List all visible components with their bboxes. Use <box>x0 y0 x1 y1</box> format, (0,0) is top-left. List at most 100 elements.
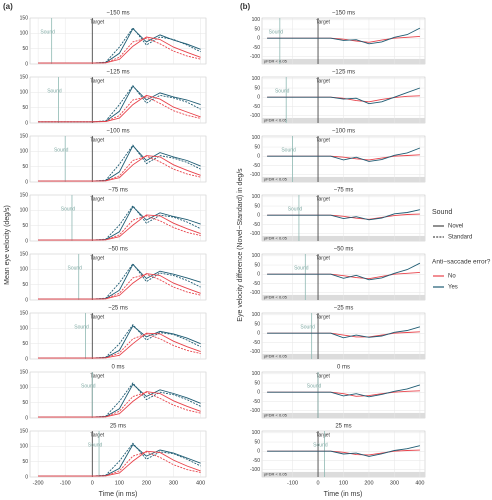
y-tick-label: 0 <box>25 297 28 303</box>
plot-area <box>29 17 207 65</box>
y-tick-label: -100 <box>250 54 260 60</box>
panel-title: −125 ms <box>106 70 129 76</box>
event-label: Target <box>90 78 105 84</box>
y-tick-label: 100 <box>20 385 29 391</box>
y-tick-label: 150 <box>20 369 29 375</box>
event-label: Target <box>316 314 331 320</box>
y-tick-label: 100 <box>20 31 29 37</box>
y-tick-label: -100 <box>250 467 260 473</box>
y-tick-label: 100 <box>20 149 29 155</box>
panel-title: 0 ms <box>111 365 124 371</box>
sig-label: pFDR < 0.05 <box>264 354 288 359</box>
y-tick-label: 0 <box>257 95 260 101</box>
legend-label: Standard <box>448 235 472 241</box>
event-label: Target <box>90 255 105 261</box>
y-tick-label: 0 <box>257 36 260 42</box>
series-line <box>267 262 421 281</box>
y-tick-label: 150 <box>20 192 29 198</box>
sig-label: pFDR < 0.05 <box>264 177 288 182</box>
y-tick-label: -100 <box>250 349 260 355</box>
y-tick-label: -100 <box>250 290 260 296</box>
event-label: Target <box>90 196 105 202</box>
y-tick-label: 50 <box>22 46 28 52</box>
sig-label: pFDR < 0.05 <box>264 472 288 477</box>
y-tick-label: 0 <box>257 154 260 160</box>
event-label: Target <box>90 373 105 379</box>
y-tick-label: -100 <box>250 231 260 237</box>
event-label: Sound <box>269 29 284 35</box>
y-tick-label: 50 <box>22 341 28 347</box>
y-tick-label: 150 <box>20 133 29 139</box>
panel-label: (b) <box>240 2 251 11</box>
plot-area <box>29 76 207 124</box>
y-tick-label: 0 <box>25 61 28 67</box>
panel-title: −25 ms <box>108 306 128 312</box>
series-line <box>38 273 201 300</box>
event-label: Sound <box>275 88 290 94</box>
y-tick-label: 50 <box>22 400 28 406</box>
series-line <box>38 37 201 64</box>
y-axis-label: Eye velocity difference (Novel−Standard)… <box>237 168 244 322</box>
x-axis-label: Time (in ms) <box>99 491 138 498</box>
x-tick-label: -100 <box>60 480 71 486</box>
x-tick-label: 400 <box>415 480 424 486</box>
x-tick-label: 200 <box>364 480 373 486</box>
x-tick-label: 300 <box>169 480 178 486</box>
x-axis-label: Time (in ms) <box>324 491 363 498</box>
series-line <box>38 96 201 123</box>
y-tick-label: -50 <box>253 45 260 51</box>
plot-area <box>29 371 207 419</box>
event-label: Target <box>316 432 331 438</box>
y-tick-label: 0 <box>25 415 28 421</box>
y-tick-label: 100 <box>252 17 261 23</box>
y-tick-label: 150 <box>20 74 29 80</box>
x-tick-label: -200 <box>33 480 44 486</box>
y-tick-label: 0 <box>25 474 28 480</box>
y-tick-label: 0 <box>257 449 260 455</box>
x-tick-label: 300 <box>390 480 399 486</box>
event-label: Sound <box>61 206 76 212</box>
y-tick-label: -50 <box>253 222 260 228</box>
y-axis-label: Mean eye velocity (deg/s) <box>4 205 11 285</box>
y-tick-label: 100 <box>20 444 29 450</box>
y-tick-label: 50 <box>254 380 260 386</box>
event-label: Target <box>90 19 105 25</box>
y-tick-label: 0 <box>257 272 260 278</box>
y-tick-label: -50 <box>253 340 260 346</box>
event-label: Sound <box>307 383 322 389</box>
y-tick-label: 50 <box>254 85 260 91</box>
y-tick-label: 50 <box>254 439 260 445</box>
event-label: Sound <box>74 324 89 330</box>
panel-title: −150 ms <box>106 11 129 17</box>
y-tick-label: 100 <box>20 208 29 214</box>
sig-label: pFDR < 0.05 <box>264 59 288 64</box>
y-tick-label: 50 <box>22 105 28 111</box>
legend-label: Yes <box>448 285 458 291</box>
event-label: Sound <box>281 147 296 153</box>
panel-title: −75 ms <box>108 188 128 194</box>
event-label: Sound <box>294 265 309 271</box>
panel-title: −100 ms <box>106 129 129 135</box>
sig-label: pFDR < 0.05 <box>264 236 288 241</box>
event-label: Sound <box>88 442 103 448</box>
y-tick-label: -50 <box>253 163 260 169</box>
y-tick-label: 50 <box>22 459 28 465</box>
y-tick-label: 100 <box>252 76 261 82</box>
event-label: Sound <box>54 147 69 153</box>
y-tick-label: 50 <box>22 282 28 288</box>
y-tick-label: 100 <box>252 371 261 377</box>
y-tick-label: 150 <box>20 428 29 434</box>
y-tick-label: -50 <box>253 281 260 287</box>
panel-title: 25 ms <box>110 424 126 430</box>
legend-label: No <box>448 274 456 280</box>
y-tick-label: 100 <box>20 90 29 96</box>
series-line <box>267 209 420 221</box>
y-tick-label: 100 <box>252 312 261 318</box>
panel-title: −125 ms <box>332 70 355 76</box>
series-line <box>38 451 201 477</box>
y-tick-label: 0 <box>257 390 260 396</box>
sig-label: pFDR < 0.05 <box>264 413 288 418</box>
plot-area <box>29 253 207 301</box>
y-tick-label: 150 <box>20 15 29 21</box>
